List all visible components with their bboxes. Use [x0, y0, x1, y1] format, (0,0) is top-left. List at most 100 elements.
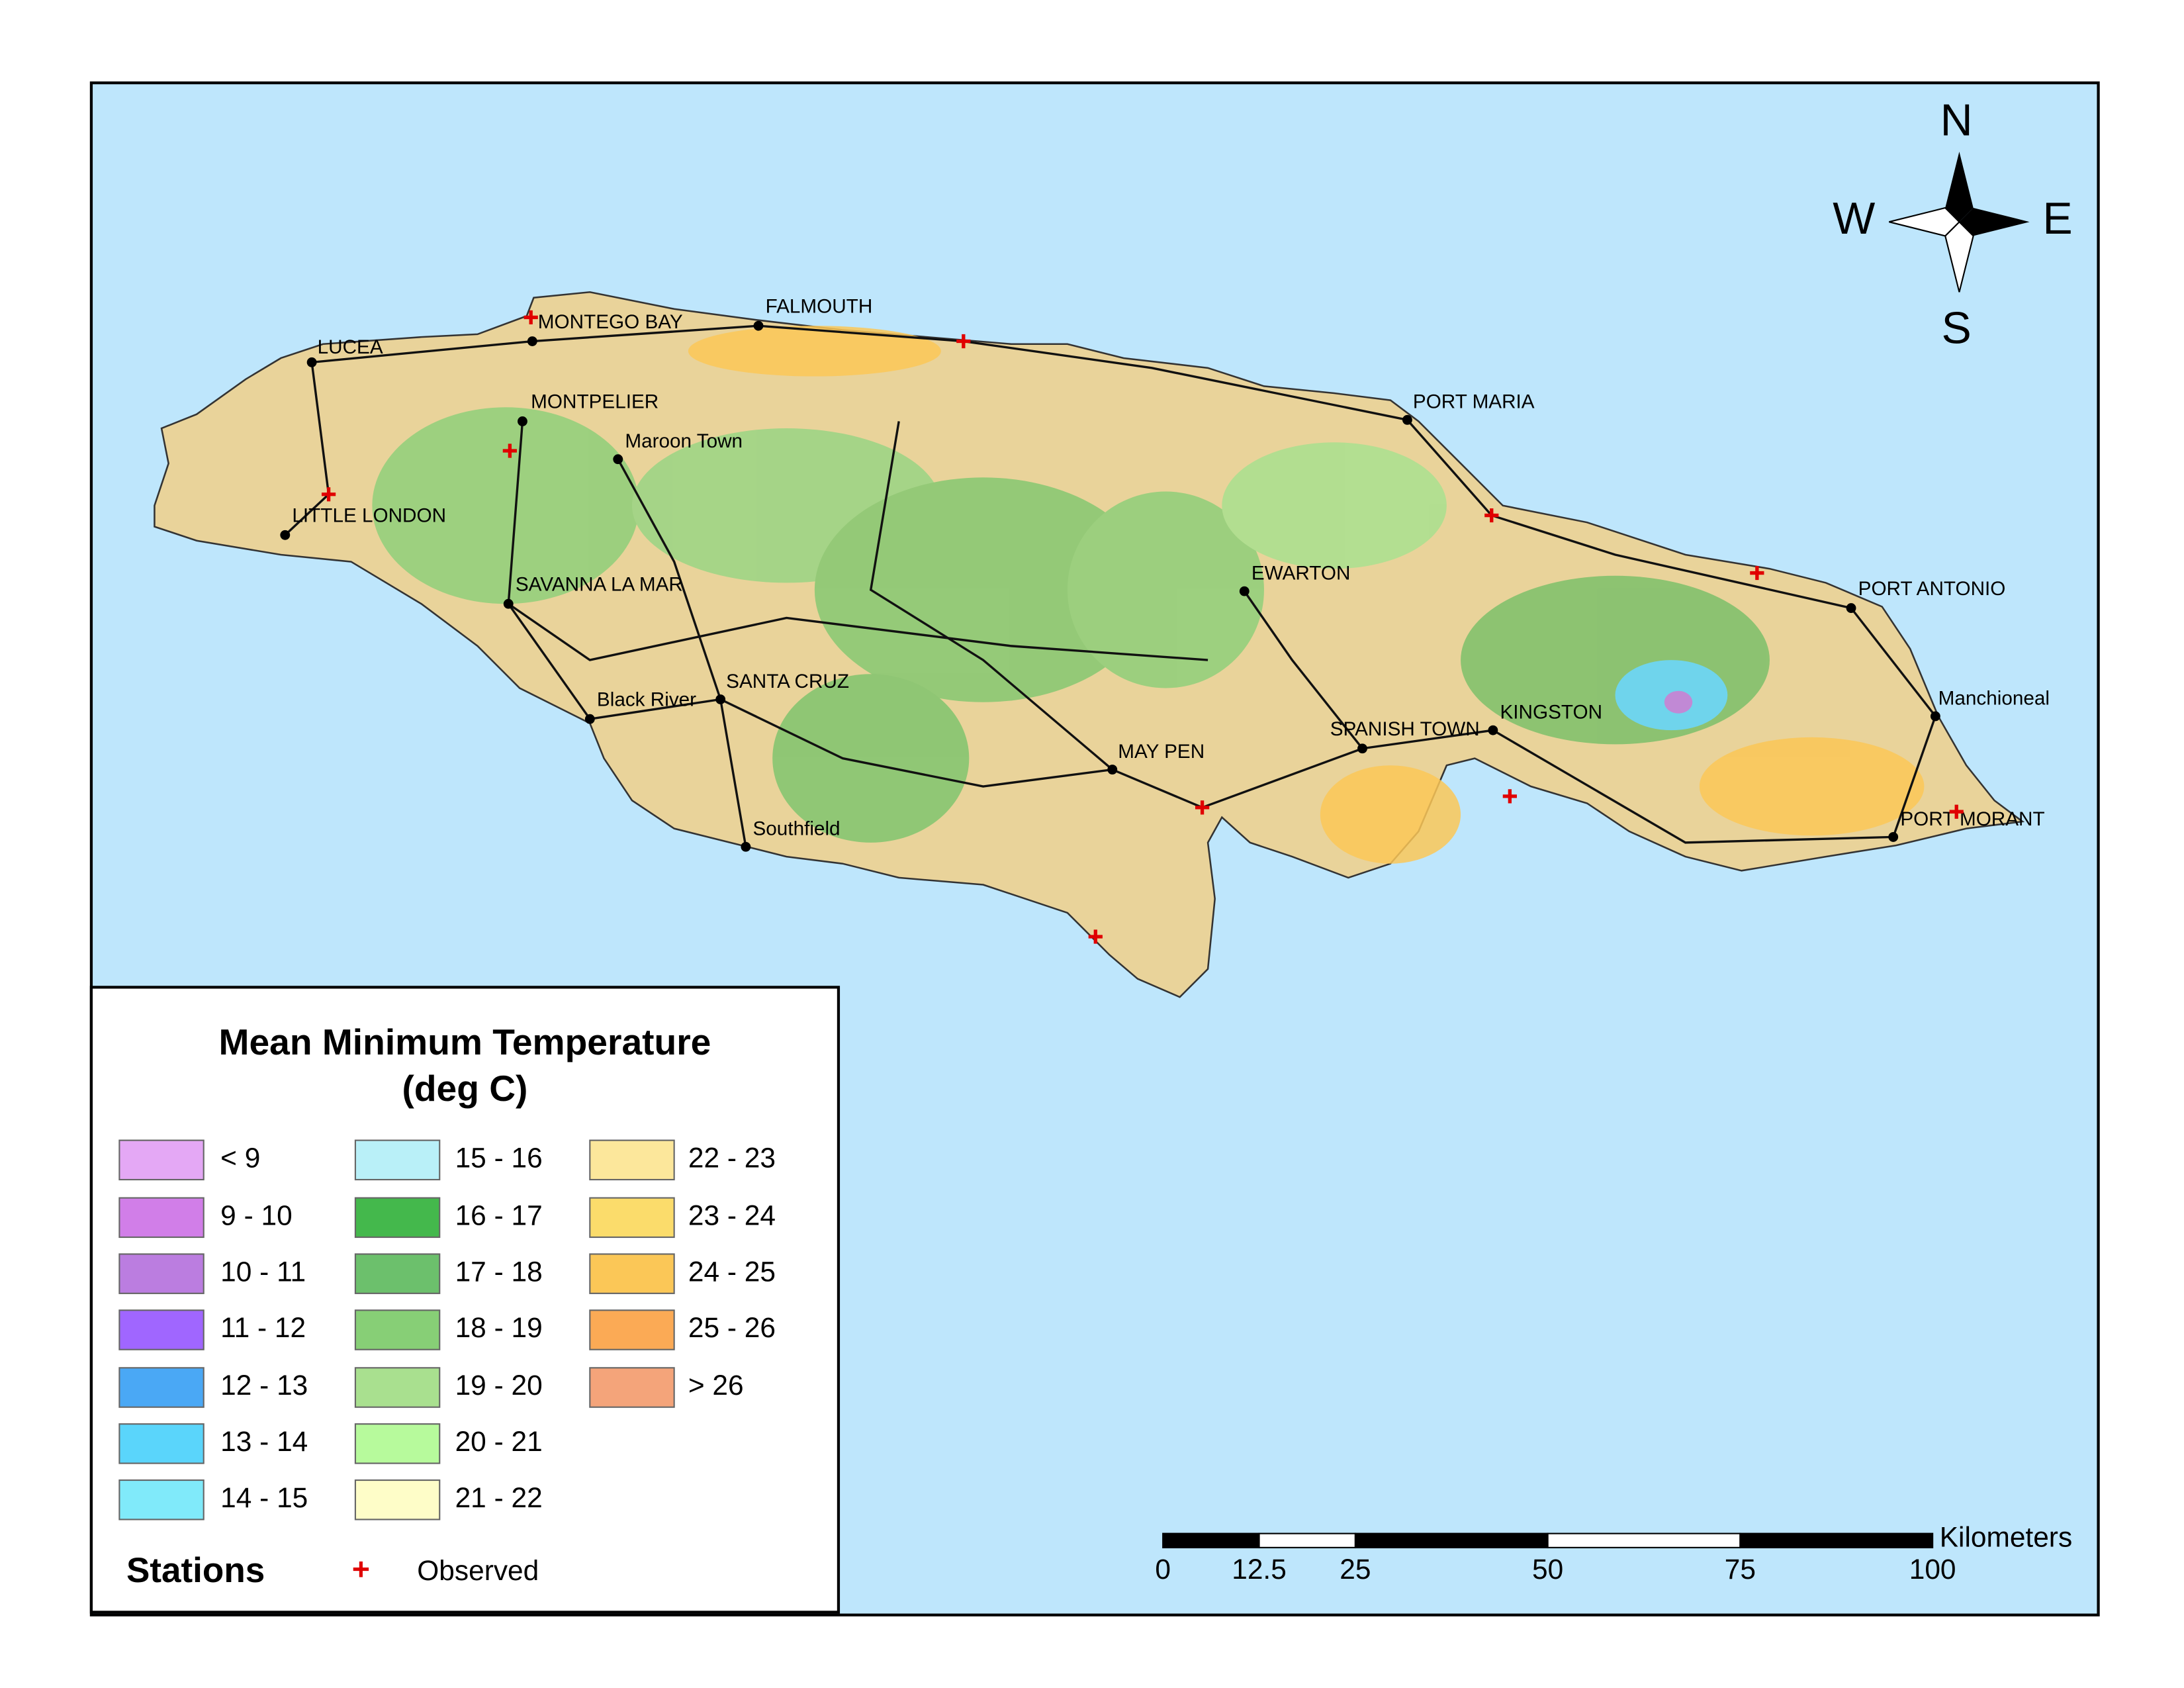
town-label: SAVANNA LA MAR — [516, 573, 683, 595]
legend-swatch — [354, 1139, 441, 1181]
town-dot — [1107, 765, 1118, 774]
stations — [321, 310, 1964, 944]
town-dot — [584, 714, 595, 724]
legend-swatch — [118, 1423, 205, 1464]
scale-segment — [1739, 1532, 1934, 1548]
town-label: MAY PEN — [1118, 741, 1205, 763]
legend-swatch — [118, 1309, 205, 1350]
legend-swatch — [118, 1139, 205, 1181]
scale-tick-label: 0 — [1155, 1554, 1171, 1585]
compass-n: N — [1940, 96, 1973, 146]
legend-label: 14 - 15 — [220, 1482, 308, 1513]
legend-label: > 26 — [688, 1370, 744, 1401]
legend: < 9 9 - 10 10 - 11 11 - 12 12 - 13 13 - 14 14 … — [118, 1139, 776, 1521]
town-label: LITTLE LONDON — [292, 505, 446, 527]
town-label: PORT MORANT — [1900, 808, 2044, 830]
station-marker — [1195, 800, 1210, 815]
legend-label: 18 - 19 — [455, 1312, 543, 1343]
legend-label: 10 - 11 — [220, 1256, 306, 1287]
town-label: MONTEGO BAY — [538, 311, 683, 333]
observed-label: Observed — [417, 1555, 539, 1586]
scale-tick-label: 75 — [1725, 1554, 1756, 1585]
legend-swatch — [354, 1197, 441, 1239]
station-marker — [1484, 508, 1499, 523]
town-label: Maroon Town — [625, 430, 743, 452]
observed-symbol: + — [352, 1552, 370, 1586]
legend-label: 21 - 22 — [455, 1482, 543, 1513]
town-dot — [715, 694, 726, 704]
town-dot — [518, 416, 527, 426]
scale-tick-label: 50 — [1532, 1554, 1563, 1585]
legend-swatch — [118, 1367, 205, 1408]
stations-title: Stations — [126, 1551, 265, 1590]
station-marker — [1949, 804, 1964, 819]
scale-segment — [1258, 1532, 1356, 1548]
legend-swatch — [354, 1479, 441, 1521]
scale-tick-label: 25 — [1340, 1554, 1371, 1585]
legend-label: 24 - 25 — [688, 1256, 776, 1287]
legend-title: (deg C) — [402, 1068, 527, 1109]
legend-swatch — [118, 1197, 205, 1239]
scale-tick-label: 12.5 — [1232, 1554, 1287, 1585]
town-label: FALMOUTH — [766, 295, 873, 317]
scale-tick-label: 100 — [1909, 1554, 1956, 1585]
legend-swatch — [354, 1309, 441, 1350]
scale-segment — [1162, 1532, 1260, 1548]
town-label: LUCEA — [318, 336, 383, 358]
station-marker — [321, 487, 336, 502]
town-dot — [741, 841, 751, 852]
scale-unit: Kilometers — [1940, 1521, 2072, 1552]
legend-box — [89, 986, 841, 1614]
legend-label: 15 - 16 — [455, 1143, 543, 1174]
legend-label: 13 - 14 — [220, 1426, 308, 1457]
legend-label: 11 - 12 — [220, 1312, 306, 1343]
town-dot — [753, 320, 764, 331]
legend-label: 16 - 17 — [455, 1200, 543, 1231]
town-dot — [613, 454, 623, 465]
town-dot — [1488, 725, 1498, 735]
legend-swatch — [354, 1423, 441, 1464]
town-label: SPANISH TOWN — [1330, 718, 1480, 740]
town-label: Black River — [597, 688, 696, 710]
compass-w: W — [1833, 194, 1875, 244]
legend-label: 9 - 10 — [220, 1200, 293, 1231]
station-marker — [523, 310, 538, 325]
town-label: EWARTON — [1251, 563, 1351, 585]
legend-label: 23 - 24 — [688, 1200, 776, 1231]
town-dot — [1239, 586, 1250, 596]
legend-label: 22 - 23 — [688, 1143, 776, 1174]
town-dot — [527, 336, 537, 346]
legend-swatch — [118, 1253, 205, 1294]
town-label: PORT ANTONIO — [1858, 578, 2006, 600]
town-label: Manchioneal — [1938, 687, 2050, 709]
town-dot — [306, 357, 317, 367]
legend-label: 20 - 21 — [455, 1426, 543, 1457]
roads — [284, 324, 1937, 847]
compass-s: S — [1942, 304, 1972, 353]
town-label: SANTA CRUZ — [726, 671, 849, 692]
legend-swatch — [354, 1367, 441, 1408]
scale-bar: Kilometers 0 12.5 25 50 75 100 — [1155, 1521, 2072, 1585]
town-dot — [503, 598, 514, 609]
town-dot — [1846, 603, 1856, 614]
legend-title: Mean Minimum Temperature — [219, 1021, 711, 1062]
legend-label: 12 - 13 — [220, 1370, 308, 1401]
legend-swatch — [354, 1253, 441, 1294]
station-marker — [502, 444, 517, 458]
legend-label: 17 - 18 — [455, 1256, 543, 1287]
station-marker — [956, 334, 971, 349]
legend-swatch — [589, 1309, 675, 1350]
legend-swatch — [589, 1139, 675, 1181]
compass-e: E — [2042, 194, 2072, 244]
scale-segment — [1354, 1532, 1549, 1548]
station-marker — [1088, 929, 1103, 944]
station-marker — [1750, 565, 1764, 581]
legend-label: 19 - 20 — [455, 1370, 543, 1401]
compass: N W E S — [1833, 96, 2072, 353]
legend-swatch — [589, 1197, 675, 1239]
legend-label: 25 - 26 — [688, 1312, 776, 1343]
town-dot — [280, 530, 291, 540]
legend-swatch — [589, 1367, 675, 1408]
